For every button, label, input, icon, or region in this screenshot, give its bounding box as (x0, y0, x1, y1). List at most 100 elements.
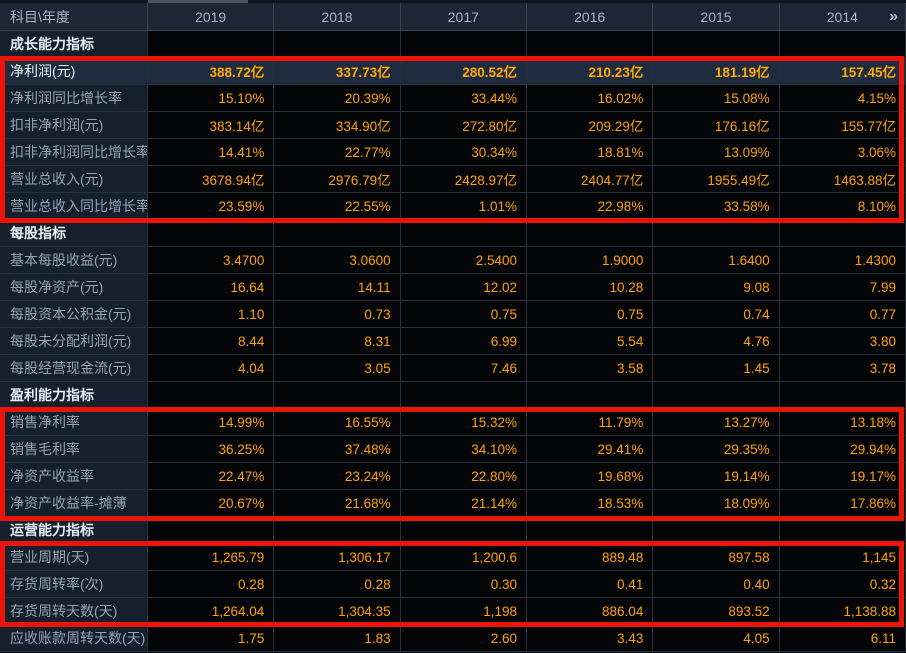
cell-value: 10.28 (527, 274, 654, 301)
cell-value: 3.05 (274, 355, 401, 382)
cell-value: 22.77% (274, 139, 401, 166)
table-row[interactable]: 销售净利率 14.99% 16.55% 15.32% 11.79% 13.27% 13.18… (0, 409, 906, 436)
year-header: 2014 (779, 3, 906, 30)
horizontal-scrollbar[interactable] (0, 0, 906, 3)
row-label: 每股未分配利润(元) (0, 328, 148, 355)
cell-value: 23.24% (274, 463, 401, 490)
cell-value: 3.43 (527, 625, 654, 652)
cell-value: 13.18% (779, 409, 906, 436)
row-label: 净利润同比增长率 (0, 85, 148, 112)
cell-value: 4.05 (653, 625, 780, 652)
table-row[interactable]: 每股资本公积金(元) 1.10 0.73 0.75 0.75 0.74 0.77 (0, 301, 906, 328)
cell-value: 15.10% (148, 85, 275, 112)
cell-value: 3.06% (779, 139, 906, 166)
cell-value: 37.48% (274, 436, 401, 463)
table-row[interactable]: 每股净资产(元) 16.64 14.11 12.02 10.28 9.08 7.99 (0, 274, 906, 301)
cell-value: 1.4300 (779, 247, 906, 274)
scrollbar-thumb[interactable] (148, 0, 248, 3)
empty-cell (779, 220, 906, 247)
cell-value: 0.28 (148, 571, 275, 598)
cell-value: 3.78 (779, 355, 906, 382)
table-row[interactable]: 扣非净利润同比增长率 14.41% 22.77% 30.34% 18.81% 13.09%… (0, 139, 906, 166)
empty-cell (400, 382, 527, 409)
cell-value: 14.99% (148, 409, 275, 436)
table-row[interactable]: 存货周转天数(天) 1,264.04 1,304.35 1,198 886.04 893.… (0, 598, 906, 625)
cell-value: 2428.97亿 (400, 166, 527, 193)
year-header: 2015 (653, 3, 780, 30)
empty-cell (653, 382, 780, 409)
cell-value: 7.99 (779, 274, 906, 301)
cell-value: 14.41% (148, 139, 275, 166)
cell-value: 16.64 (148, 274, 275, 301)
section-title: 盈利能力指标 (0, 382, 148, 409)
table-row[interactable]: 销售毛利率 36.25% 37.48% 34.10% 29.41% 29.35% 29.94… (0, 436, 906, 463)
cell-value: 0.73 (274, 301, 401, 328)
cell-value: 33.44% (400, 85, 527, 112)
cell-value: 18.09% (653, 490, 780, 517)
cell-value: 7.46 (400, 355, 527, 382)
cell-value: 0.32 (779, 571, 906, 598)
table-row[interactable]: 营业周期(天) 1,265.79 1,306.17 1,200.6 889.48 897.… (0, 544, 906, 571)
cell-value: 3.0600 (274, 247, 401, 274)
cell-value: 8.10% (779, 193, 906, 220)
cell-value: 209.29亿 (527, 112, 654, 139)
row-label: 每股净资产(元) (0, 274, 148, 301)
cell-value: 29.41% (527, 436, 654, 463)
cell-value: 14.11 (274, 274, 401, 301)
cell-value: 0.77 (779, 301, 906, 328)
year-header: 2017 (400, 3, 527, 30)
empty-cell (779, 382, 906, 409)
cell-value: 22.47% (148, 463, 275, 490)
row-label: 净资产收益率-摊薄 (0, 490, 148, 517)
section-title: 每股指标 (0, 220, 148, 247)
cell-value: 29.35% (653, 436, 780, 463)
table-header-row: 科目\年度 2019 2018 2017 2016 2015 2014» (0, 3, 906, 31)
cell-value: 2976.79亿 (274, 166, 401, 193)
cell-value: 15.32% (400, 409, 527, 436)
table-row[interactable]: 净资产收益率-摊薄 20.67% 21.68% 21.14% 18.53% 18.09% 1… (0, 490, 906, 517)
table-row[interactable]: 营业总收入(元) 3678.94亿 2976.79亿 2428.97亿 2404.77亿… (0, 166, 906, 193)
cell-value: 36.25% (148, 436, 275, 463)
empty-cell (400, 517, 527, 544)
table-row[interactable]: 基本每股收益(元) 3.4700 3.0600 2.5400 1.9000 1.6400 1… (0, 247, 906, 274)
empty-cell (527, 517, 654, 544)
row-label: 销售净利率 (0, 409, 148, 436)
cell-value: 1.6400 (653, 247, 780, 274)
cell-value: 34.10% (400, 436, 527, 463)
more-years-icon[interactable]: » (889, 8, 898, 25)
cell-value: 1,145 (779, 544, 906, 571)
cell-value: 1,304.35 (274, 598, 401, 625)
cell-value: 4.76 (653, 328, 780, 355)
row-label: 每股资本公积金(元) (0, 301, 148, 328)
table-row[interactable]: 每股未分配利润(元) 8.44 8.31 6.99 5.54 4.76 3.80 (0, 328, 906, 355)
table-row[interactable]: 存货周转率(次) 0.28 0.28 0.30 0.41 0.40 0.32 (0, 571, 906, 598)
cell-value: 6.11 (779, 625, 906, 652)
cell-value: 383.14亿 (148, 112, 275, 139)
cell-value: 0.28 (274, 571, 401, 598)
row-label: 扣非净利润同比增长率 (0, 139, 148, 166)
empty-cell (653, 220, 780, 247)
table-row[interactable]: 每股经营现金流(元) 4.04 3.05 7.46 3.58 1.45 3.78 (0, 355, 906, 382)
cell-value: 13.09% (653, 139, 780, 166)
empty-cell (148, 382, 275, 409)
cell-value: 0.74 (653, 301, 780, 328)
cell-value: 280.52亿 (400, 58, 527, 85)
cell-value: 210.23亿 (527, 58, 654, 85)
table-row[interactable]: 扣非净利润(元) 383.14亿 334.90亿 272.80亿 209.29亿 176.… (0, 112, 906, 139)
table-row[interactable]: 应收账款周转天数(天) 1.75 1.83 2.60 3.43 4.05 6.11 (0, 625, 906, 652)
table-row[interactable]: 净利润(元) 388.72亿 337.73亿 280.52亿 210.23亿 181.19… (0, 58, 906, 85)
table-row[interactable]: 营业总收入同比增长率 23.59% 22.55% 1.01% 22.98% 33.58% 8… (0, 193, 906, 220)
cell-value: 3678.94亿 (148, 166, 275, 193)
cell-value: 17.86% (779, 490, 906, 517)
cell-value: 33.58% (653, 193, 780, 220)
row-label: 存货周转率(次) (0, 571, 148, 598)
table-row[interactable]: 净资产收益率 22.47% 23.24% 22.80% 19.68% 19.14% 19.1… (0, 463, 906, 490)
row-label: 应收账款周转天数(天) (0, 625, 148, 652)
empty-cell (274, 517, 401, 544)
cell-value: 1.9000 (527, 247, 654, 274)
cell-value: 3.4700 (148, 247, 275, 274)
cell-value: 1.01% (400, 193, 527, 220)
cell-value: 0.75 (527, 301, 654, 328)
table-row[interactable]: 净利润同比增长率 15.10% 20.39% 33.44% 16.02% 15.08% 4.… (0, 85, 906, 112)
